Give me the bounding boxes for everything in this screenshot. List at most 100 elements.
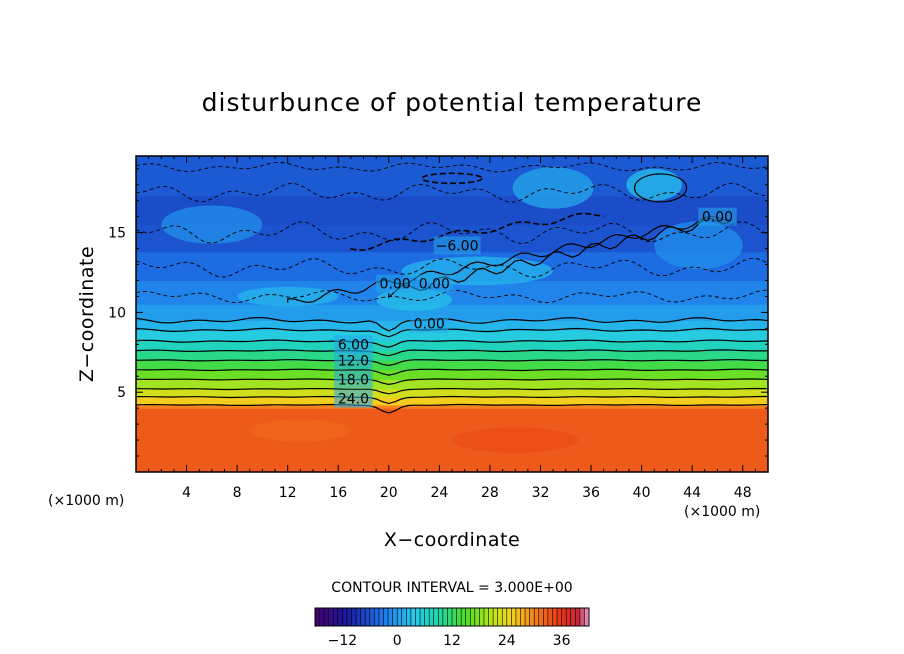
field-layer [136,329,768,342]
colorbar-cell [543,608,549,626]
colorbar-cell [346,608,352,626]
contour-label: 24.0 [338,392,369,408]
colorbar-cell [497,608,503,626]
colorbar-cell [406,608,412,626]
colorbar-cell [502,608,508,626]
colorbar-cell [561,608,567,626]
colorbar-tick-labels: −12 0 12 24 36 [328,633,571,649]
temperature-field [136,156,768,472]
contour-label: −6.00 [436,238,479,254]
contour-solid [136,339,768,348]
field-patch [452,427,579,453]
colorbar-cell [383,608,389,626]
contour-label-bg [698,207,737,226]
colorbar-cell [415,608,421,626]
field-layer [136,179,768,197]
colorbar-cell [342,608,348,626]
colorbar-cell [420,608,425,626]
contour-solid [136,359,768,367]
y-axis-label: Z−coordinate [76,246,98,382]
field-patch [161,205,263,244]
contour-label-bg [334,335,373,354]
field-layer [136,404,768,409]
colorbar-cell [488,608,494,626]
colorbar-cell [456,608,462,626]
colorbar-cell [465,608,471,626]
colorbar-cell [328,608,334,626]
contour-label: 0.00 [380,277,411,293]
contour-label-bg [410,314,449,333]
contour-solid [136,387,768,395]
field-layer [136,304,768,321]
contour-label: 12.0 [338,353,369,369]
contour-interval-note: CONTOUR INTERVAL = 3.000E+00 [331,580,572,596]
contour-minus-six-loop [421,172,483,185]
colorbar-cell [474,608,480,626]
contour-dashed [136,221,768,245]
x-tick-label: 36 [582,485,600,501]
x-axis-ticks: 4 8 12 16 20 24 28 32 36 40 44 48 [148,156,756,501]
contour-label: 0.00 [702,210,733,226]
contour-label-bg [334,351,373,370]
colorbar-cell [547,608,553,626]
colorbar-cell [538,608,544,626]
colorbar-cell [570,608,576,626]
colorbar-cell [515,608,521,626]
field-layer [136,389,768,398]
colorbar-tick-label: −12 [328,633,358,649]
colorbar-cell [360,608,366,626]
contour-label-bg [433,236,481,255]
colorbar-cell [365,608,371,626]
colorbar-cell [378,608,384,626]
contour-dashed [136,162,768,173]
colorbar-tick-label: 0 [393,633,402,649]
contour-label: 0.00 [419,277,450,293]
y-tick-label: 10 [108,305,126,321]
colorbar-cell [433,608,439,626]
colorbar-tick-label: 24 [498,633,516,649]
colorbar-cell [397,608,403,626]
colorbar-cell [337,608,343,626]
contour-bubble [633,173,688,203]
x-tick-label: 32 [532,485,550,501]
x-tick-label: 20 [380,485,398,501]
x-axis-label: X−coordinate [384,529,520,551]
field-layer [136,379,768,390]
colorbar-cell [579,608,585,626]
x-tick-label: 40 [633,485,651,501]
colorbar-cell [324,608,329,626]
contour-solid [136,349,768,357]
field-patch [626,168,683,201]
field-patch [654,221,743,270]
colorbar-cell [470,608,476,626]
chart-title: disturbunce of potential temperature [202,88,703,117]
colorbar-cell [356,608,361,626]
colorbar-cell [401,608,407,626]
colorbar-cell [333,608,339,626]
contour-label-bg [375,274,415,293]
colorbar-cell [392,608,398,626]
colorbar-cell [520,608,526,626]
colorbar-tick-label: 36 [553,633,571,649]
colorbar-cell [438,608,444,626]
field-patch [512,167,594,209]
colorbar-cell [447,608,453,626]
contour-label: 6.00 [338,337,369,353]
x-tick-label: 24 [430,485,448,501]
colorbar-tick-label: 12 [443,633,461,649]
colorbar-cell [534,608,540,626]
contour-solid [136,368,768,376]
colorbar-cell [575,608,581,626]
contour-lines [136,162,768,414]
colorbar-cell [374,608,380,626]
field-layer [136,360,768,371]
colorbar-cell [424,608,430,626]
colorbar-cell [319,608,325,626]
colorbar-cell [429,608,435,626]
contour-solid [136,395,768,405]
colorbar-cell [369,608,375,626]
field-layer [136,408,768,472]
colorbar-frame [314,607,590,627]
